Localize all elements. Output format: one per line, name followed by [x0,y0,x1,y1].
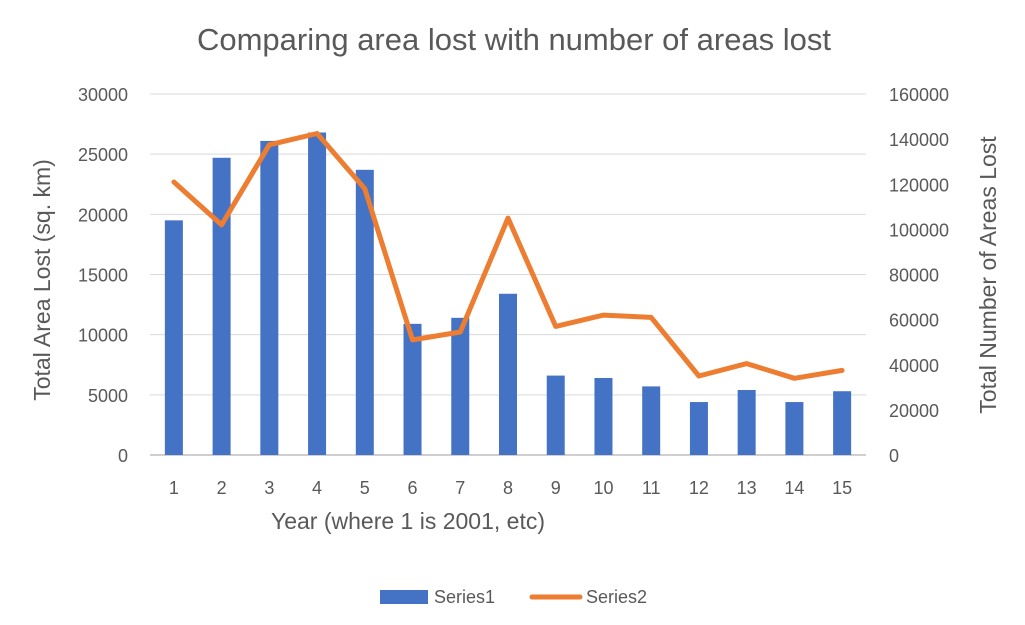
right-y-tick-label: 160000 [889,85,949,105]
x-tick-label: 1 [169,478,179,498]
secondary-y-axis-title: Total Number of Areas Lost [975,136,1001,414]
left-y-tick-label: 30000 [78,85,128,105]
left-y-tick-label: 25000 [78,145,128,165]
bar [737,390,756,455]
series2-line [171,131,845,381]
x-tick-label: 15 [832,478,852,498]
left-y-tick-label: 20000 [78,205,128,225]
right-y-tick-label: 100000 [889,220,949,240]
x-tick-label: 9 [551,478,561,498]
bar [594,377,613,455]
left-y-tick-label: 15000 [78,266,128,286]
legend-bar-swatch [380,590,428,604]
bar [833,391,852,455]
right-y-tick-label: 40000 [889,356,939,376]
bar [403,323,422,455]
x-tick-label: 7 [455,478,465,498]
x-tick-label: 10 [593,478,613,498]
x-tick-label: 4 [312,478,322,498]
bar [260,140,279,455]
bar [642,386,661,455]
bar [212,157,231,455]
legend-label-series2: Series2 [586,587,647,607]
left-y-tick-label: 10000 [78,326,128,346]
x-axis-ticks: 1 2 3 4 5 6 7 8 9 10 11 12 13 14 15 [169,478,852,498]
bar [451,317,470,455]
legend-label-series1: Series1 [434,587,495,607]
bar [308,132,327,456]
x-axis-title: Year (where 1 is 2001, etc) [271,508,545,534]
x-tick-label: 11 [642,478,661,498]
x-tick-label: 2 [217,478,227,498]
right-y-tick-label: 80000 [889,266,939,286]
right-y-axis-ticks: 0 20000 40000 60000 80000 100000 120000 140000 1… [889,85,949,466]
x-tick-label: 13 [737,478,757,498]
x-tick-label: 14 [784,478,804,498]
right-y-tick-label: 20000 [889,401,939,421]
right-y-tick-label: 120000 [889,175,949,195]
right-y-tick-label: 140000 [889,130,949,150]
left-y-axis-ticks: 0 5000 10000 15000 20000 25000 30000 [78,85,128,466]
x-tick-label: 8 [503,478,513,498]
bar [499,293,517,455]
x-tick-label: 12 [689,478,709,498]
bar [785,402,804,455]
chart-title: Comparing area lost with number of areas… [197,22,831,57]
right-y-tick-label: 60000 [889,311,939,331]
x-tick-label: 6 [408,478,418,498]
bar [355,169,374,455]
bar-series [164,132,852,456]
legend: Series1 Series2 [380,587,647,607]
bar [689,402,708,455]
right-y-tick-label: 0 [889,446,899,466]
line-series [171,131,845,381]
x-tick-label: 3 [264,478,274,498]
left-y-tick-label: 5000 [88,386,128,406]
y-axis-title: Total Area Lost (sq. km) [29,159,55,401]
bar [164,220,183,455]
left-y-tick-label: 0 [118,446,128,466]
bar [546,375,565,455]
x-tick-label: 5 [360,478,370,498]
